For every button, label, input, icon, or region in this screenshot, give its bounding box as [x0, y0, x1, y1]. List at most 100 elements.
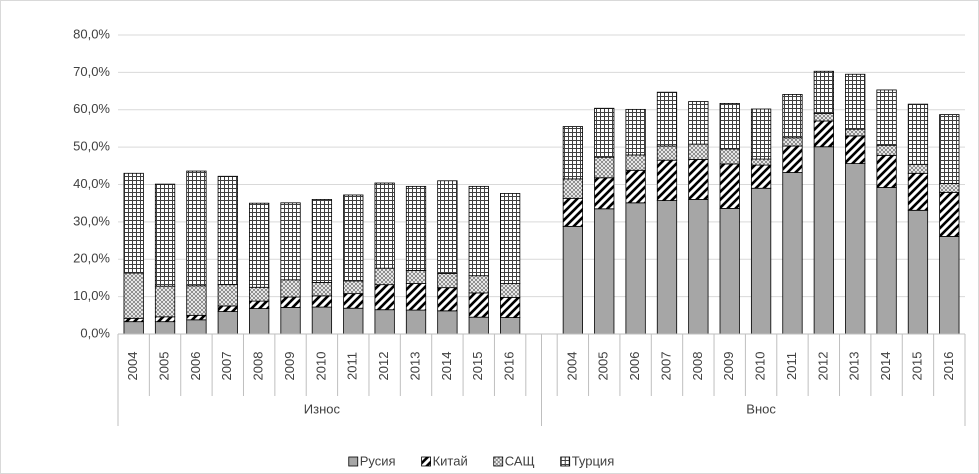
- x-tick-label: 2005: [596, 352, 611, 381]
- bar-segment: [719, 163, 740, 209]
- bar-segment: [907, 172, 929, 211]
- bar-segment: [594, 208, 615, 335]
- bar-segment: [625, 108, 646, 156]
- bar-segment: [813, 70, 834, 114]
- bar-segment: [154, 285, 176, 318]
- x-tick-label: 2013: [847, 352, 862, 381]
- bar-segment: [939, 114, 960, 184]
- bar-segment: [907, 209, 929, 335]
- bar-segment: [939, 236, 960, 335]
- bar-segment: [154, 183, 176, 287]
- bar-segment: [500, 317, 521, 335]
- y-tick-label: 50,0%: [73, 139, 110, 154]
- bar-segment: [500, 296, 521, 318]
- x-tick-label: 2010: [753, 352, 768, 381]
- bar-segment: [374, 267, 395, 286]
- bar-segment: [468, 292, 489, 318]
- bar-segment: [907, 163, 929, 174]
- bar-segment: [625, 154, 646, 171]
- bar-segment: [249, 308, 270, 335]
- bar-segment: [688, 143, 709, 160]
- bar-segment: [186, 170, 207, 287]
- bar-segment: [845, 73, 866, 130]
- bar-segment: [374, 284, 395, 311]
- x-tick-label: 2007: [219, 352, 234, 381]
- bar-segment: [845, 128, 866, 137]
- bar-segment: [437, 310, 458, 335]
- bar-segment: [186, 285, 207, 316]
- x-tick-label: 2013: [407, 352, 422, 381]
- bar-segment: [500, 193, 521, 284]
- x-tick-label: 2014: [439, 352, 454, 381]
- x-tick-label: 2008: [690, 352, 705, 381]
- y-tick-label: 20,0%: [73, 251, 110, 266]
- x-tick-label: 2016: [502, 352, 517, 381]
- bar-segment: [719, 102, 740, 150]
- bar-segment: [343, 280, 364, 295]
- group-label: Износ: [304, 401, 341, 416]
- legend-swatch: [560, 456, 571, 467]
- bar-segment: [468, 185, 489, 277]
- bar-segment: [311, 282, 333, 297]
- bar-segment: [468, 275, 489, 294]
- bar-segment: [311, 306, 333, 335]
- x-tick-label: 2009: [282, 352, 297, 381]
- bar-segment: [280, 279, 301, 298]
- bar-segment: [625, 202, 646, 335]
- bar-segment: [311, 199, 333, 283]
- bar-segment: [186, 314, 207, 321]
- bar-segment: [123, 317, 144, 323]
- bar-segment: [217, 311, 238, 335]
- bar-segment: [594, 177, 615, 210]
- x-tick-label: 2012: [815, 352, 830, 381]
- legend-label: Китай: [433, 453, 468, 468]
- bar-segment: [405, 309, 427, 335]
- legend-label: Турция: [572, 453, 615, 468]
- x-tick-label: 2016: [941, 352, 956, 381]
- legend-label: САЩ: [505, 453, 535, 468]
- bar-segment: [782, 94, 803, 139]
- bar-segment: [876, 89, 897, 146]
- bar-segment: [656, 91, 678, 147]
- bar-segment: [688, 101, 709, 145]
- bar-segment: [813, 120, 834, 148]
- bar-segment: [813, 113, 834, 122]
- bar-segment: [123, 272, 144, 319]
- x-tick-label: 2015: [470, 352, 485, 381]
- bar-segment: [374, 182, 395, 269]
- bar-segment: [939, 191, 960, 237]
- bar-segment: [688, 159, 709, 200]
- bar-segment: [437, 287, 458, 312]
- bar-segment: [123, 321, 144, 335]
- x-tick-label: 2008: [251, 352, 266, 381]
- bar-segment: [249, 202, 270, 288]
- bar-segment: [750, 164, 772, 189]
- bar-segment: [280, 202, 301, 281]
- x-tick-label: 2007: [658, 352, 673, 381]
- bar-segment: [845, 135, 866, 164]
- bar-segment: [405, 185, 427, 271]
- bar-segment: [719, 208, 740, 335]
- bar-segment: [343, 293, 364, 309]
- legend-swatch: [493, 456, 504, 467]
- y-tick-label: 60,0%: [73, 101, 110, 116]
- bar-segment: [154, 321, 176, 335]
- bar-segment: [249, 286, 270, 302]
- bar-segment: [562, 178, 583, 199]
- y-tick-label: 10,0%: [73, 288, 110, 303]
- bar-segment: [280, 296, 301, 308]
- bar-segment: [656, 200, 678, 335]
- bar-segment: [594, 156, 615, 179]
- y-tick-label: 30,0%: [73, 213, 110, 228]
- x-tick-label: 2004: [564, 352, 579, 381]
- bar-segment: [500, 283, 521, 298]
- bar-segment: [782, 172, 803, 335]
- bar-segment: [782, 137, 803, 147]
- bar-segment: [374, 309, 395, 335]
- x-tick-label: 2006: [188, 352, 203, 381]
- legend: Русия Китай САЩ Турция: [348, 453, 615, 468]
- bar-segment: [782, 145, 803, 173]
- legend-label: Русия: [360, 453, 396, 468]
- bar-segment: [876, 187, 897, 335]
